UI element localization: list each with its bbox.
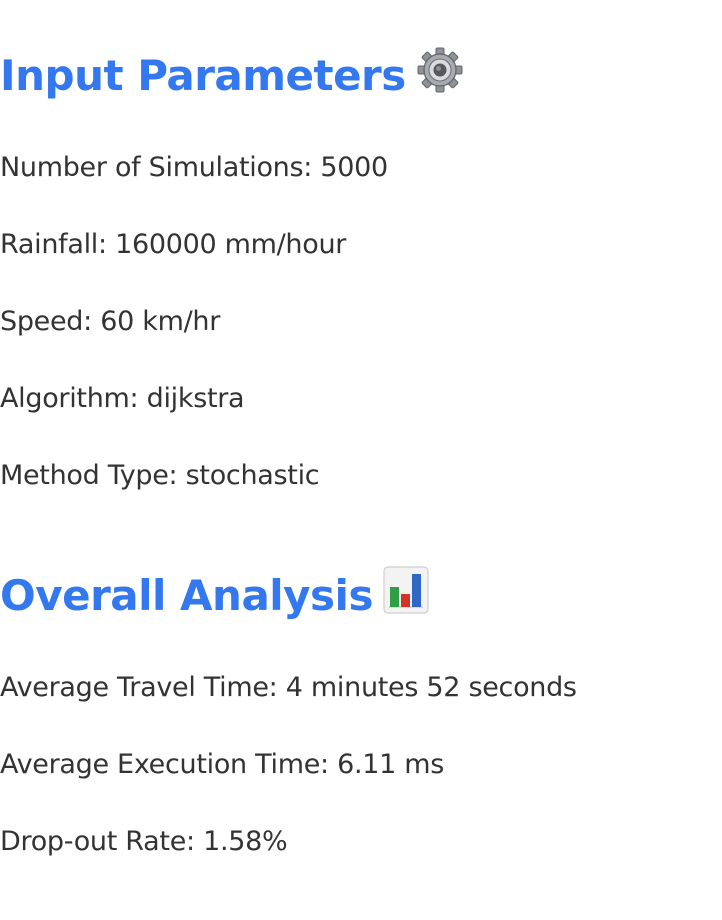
param-label: Speed: bbox=[0, 306, 101, 337]
param-label: Rainfall: bbox=[0, 229, 116, 260]
param-value: 60 km/hr bbox=[100, 306, 221, 337]
param-label: Average Travel Time: bbox=[0, 672, 286, 703]
param-value: stochastic bbox=[185, 460, 320, 491]
param-label: Algorithm: bbox=[0, 383, 147, 414]
gear-icon bbox=[416, 46, 464, 106]
input-parameters-title: Input Parameters bbox=[0, 51, 406, 100]
overall-analysis-title: Overall Analysis bbox=[0, 571, 373, 620]
param-value: 4 minutes 52 seconds bbox=[285, 672, 577, 703]
rainfall: Rainfall: 160000 mm/hour bbox=[0, 228, 346, 262]
param-value: 5000 bbox=[320, 152, 388, 183]
algorithm: Algorithm: dijkstra bbox=[0, 382, 245, 416]
bar-chart-icon bbox=[383, 566, 429, 626]
param-value: 160000 mm/hour bbox=[115, 229, 347, 260]
average-execution-time: Average Execution Time: 6.11 ms bbox=[0, 748, 444, 782]
drop-out-rate: Drop-out Rate: 1.58% bbox=[0, 825, 288, 859]
speed: Speed: 60 km/hr bbox=[0, 305, 220, 339]
method-type: Method Type: stochastic bbox=[0, 459, 320, 493]
param-value: dijkstra bbox=[146, 383, 245, 414]
input-parameters-heading: Input Parameters bbox=[0, 46, 464, 106]
overall-analysis-heading: Overall Analysis bbox=[0, 566, 429, 626]
param-label: Method Type: bbox=[0, 460, 186, 491]
param-label: Average Execution Time: bbox=[0, 749, 338, 780]
average-travel-time: Average Travel Time: 4 minutes 52 second… bbox=[0, 671, 577, 705]
number-of-simulations: Number of Simulations: 5000 bbox=[0, 151, 388, 185]
param-label: Number of Simulations: bbox=[0, 152, 321, 183]
param-label: Drop-out Rate: bbox=[0, 826, 204, 857]
param-value: 1.58% bbox=[203, 826, 288, 857]
param-value: 6.11 ms bbox=[337, 749, 445, 780]
